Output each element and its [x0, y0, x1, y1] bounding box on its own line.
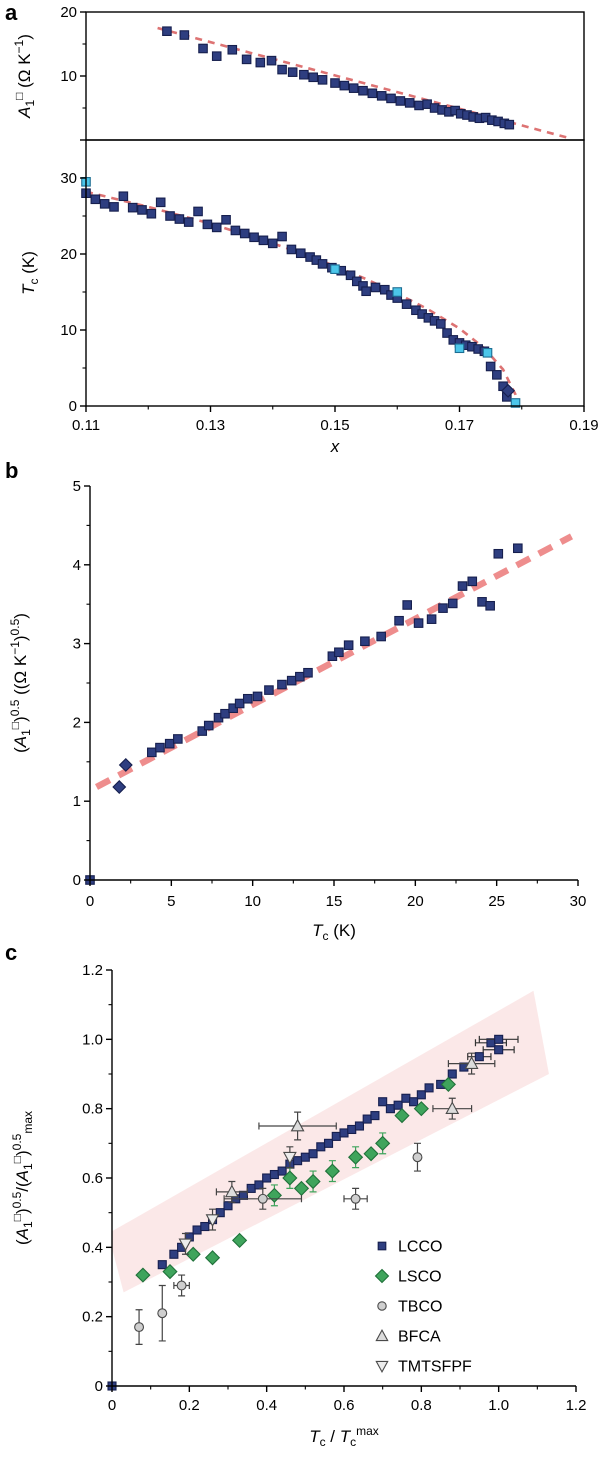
panel-a-label: a — [5, 0, 18, 25]
svg-text:30: 30 — [570, 893, 587, 910]
chart-b: 0 5 10 15 20 25 30 0 1 2 3 4 5 Tc (K) (A1□)0.5 ((Ω K−1… — [8, 478, 586, 943]
svg-text:5: 5 — [167, 893, 175, 910]
series-TBCO — [134, 1142, 423, 1345]
svg-text:0.2: 0.2 — [82, 1309, 103, 1326]
svg-text:0: 0 — [69, 398, 77, 415]
svg-text:0.8: 0.8 — [411, 1397, 432, 1414]
svg-text:A1□ (Ω K−1): A1□ (Ω K−1) — [12, 34, 37, 119]
series-TMTSFPF — [178, 1146, 297, 1255]
svg-text:0.4: 0.4 — [256, 1397, 277, 1414]
axes: 0.11 0.13 0.15 0.17 0.19 0 10 20 30 — [60, 139, 599, 434]
chart-a_bottom: 0.11 0.13 0.15 0.17 0.19 0 10 20 30 x Tc (K) — [19, 139, 599, 456]
svg-text:0: 0 — [86, 893, 94, 910]
svg-text:0: 0 — [95, 1378, 103, 1395]
svg-text:0.19: 0.19 — [569, 417, 598, 434]
svg-text:0.2: 0.2 — [179, 1397, 200, 1414]
series-LCCO — [85, 543, 523, 885]
svg-text:4: 4 — [73, 557, 81, 574]
svg-text:3: 3 — [73, 636, 81, 653]
svg-text:(A1□)0.5 ((Ω K−1)0.5): (A1□)0.5 ((Ω K−1)0.5) — [8, 613, 33, 753]
panel-b-chart: 0 5 10 15 20 25 30 0 1 2 3 4 5 Tc (K) (A1□)0.5 ((Ω K−1… — [8, 478, 586, 943]
panel-b-label: b — [5, 458, 19, 483]
svg-text:10: 10 — [60, 68, 77, 85]
legend: LCCO LSCO TBCO BFCA TMTSFPF — [374, 1239, 472, 1376]
svg-text:0: 0 — [108, 1397, 116, 1414]
svg-text:(A1□)0.5/(A1□)0.5max: (A1□)0.5/(A1□)0.5max — [10, 1111, 35, 1245]
svg-text:20: 20 — [60, 246, 77, 263]
svg-text:Tc (K): Tc (K) — [19, 251, 41, 295]
svg-text:0.6: 0.6 — [334, 1397, 355, 1414]
series-LCCO — [162, 26, 515, 130]
axes: 0 5 10 15 20 25 30 0 1 2 3 4 5 — [73, 478, 587, 910]
chart-c: 0 0.2 0.4 0.6 0.8 1.0 1.2 0 0.2 0.4 0.6 0.8 1.0 1.2 Tc… — [10, 962, 586, 1449]
svg-text:30: 30 — [60, 170, 77, 187]
legend-label: BFCA — [398, 1329, 441, 1346]
trend-line — [85, 190, 520, 407]
svg-text:25: 25 — [488, 893, 505, 910]
axes: 0 0.2 0.4 0.6 0.8 1.0 1.2 0 0.2 0.4 0.6 0.8 1.0 1.2 — [82, 962, 586, 1414]
svg-text:0.6: 0.6 — [82, 1170, 103, 1187]
svg-text:10: 10 — [244, 893, 261, 910]
svg-text:1.0: 1.0 — [488, 1397, 509, 1414]
legend-label: LCCO — [398, 1239, 442, 1256]
svg-text:0.4: 0.4 — [82, 1239, 103, 1256]
svg-text:Tc / Tcmax: Tc / Tcmax — [309, 1424, 379, 1449]
svg-text:0: 0 — [73, 872, 81, 889]
panel-c-chart: 0 0.2 0.4 0.6 0.8 1.0 1.2 0 0.2 0.4 0.6 0.8 1.0 1.2 Tc… — [10, 962, 586, 1449]
svg-text:15: 15 — [326, 893, 343, 910]
svg-text:0.15: 0.15 — [320, 417, 349, 434]
svg-text:5: 5 — [73, 478, 81, 495]
svg-text:0.13: 0.13 — [196, 417, 225, 434]
series-LCCO-diamond — [501, 383, 516, 398]
svg-text:x: x — [330, 437, 340, 456]
legend-label: TMTSFPF — [398, 1359, 472, 1376]
legend-label: LSCO — [398, 1269, 442, 1286]
svg-text:0.8: 0.8 — [82, 1101, 103, 1118]
svg-text:0.11: 0.11 — [72, 417, 100, 434]
chart-a_top: 10 20 A1□ (Ω K−1) — [12, 4, 585, 141]
series-LCCO-diamond — [112, 757, 133, 794]
svg-text:2: 2 — [73, 714, 81, 731]
svg-text:Tc (K): Tc (K) — [312, 921, 356, 943]
trend-line — [94, 533, 574, 790]
panel-a-chart: 10 20 A1□ (Ω K−1) 0.11 0.13 0.15 0.17 0.19 0 10 20… — [12, 4, 599, 456]
series-LCCO — [81, 188, 512, 402]
svg-text:10: 10 — [60, 322, 77, 339]
panel-c-label: c — [5, 940, 18, 965]
svg-text:1.0: 1.0 — [82, 1031, 103, 1048]
svg-text:1.2: 1.2 — [82, 962, 103, 979]
legend-label: TBCO — [398, 1299, 442, 1316]
svg-text:0.17: 0.17 — [445, 417, 474, 434]
series-BFCA — [215, 1052, 496, 1203]
series-LSCO — [135, 1076, 456, 1283]
svg-text:20: 20 — [407, 893, 424, 910]
svg-text:1.2: 1.2 — [566, 1397, 587, 1414]
svg-text:20: 20 — [60, 4, 77, 21]
svg-text:1: 1 — [73, 793, 81, 810]
